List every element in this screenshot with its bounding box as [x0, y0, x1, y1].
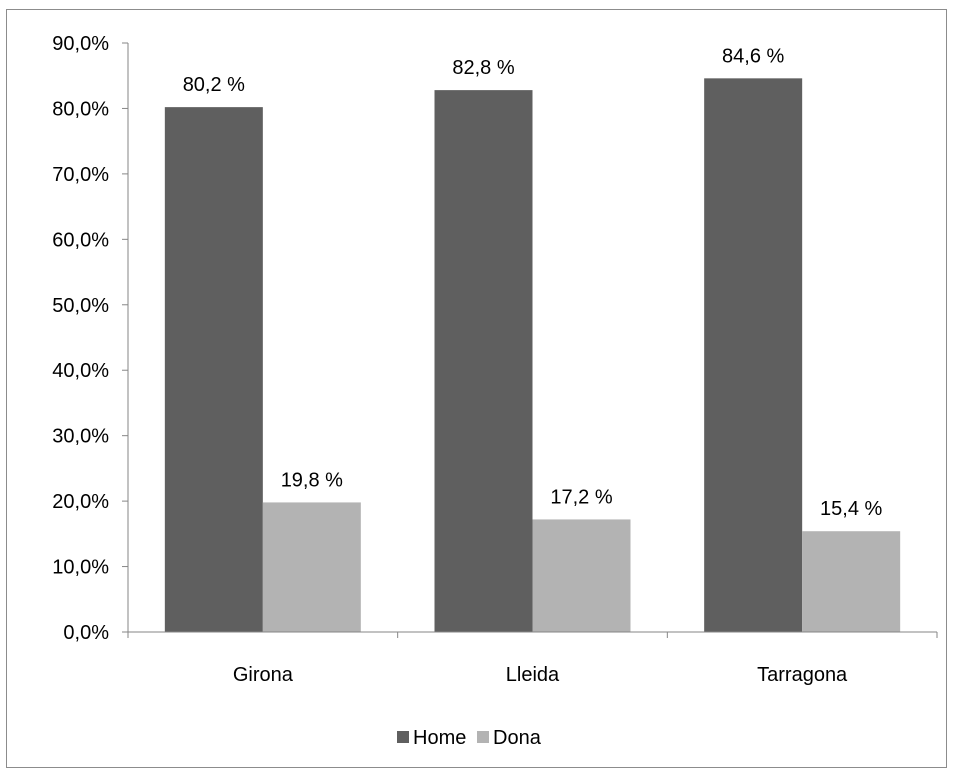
y-tick-label: 20,0%: [52, 491, 109, 513]
y-tick-label: 40,0%: [52, 360, 109, 382]
category-label-lleida: Lleida: [506, 664, 560, 686]
bars: [164, 78, 901, 633]
category-label-tarragona: Tarragona: [757, 664, 848, 686]
data-label: 15,4 %: [820, 498, 882, 520]
legend-swatch-home: [397, 731, 409, 743]
legend-label-dona: Dona: [493, 727, 542, 749]
data-labels: 80,2 % 19,8 % 82,8 % 17,2 % 84,6 % 15,4 %: [183, 45, 883, 520]
y-tick-label: 10,0%: [52, 557, 109, 579]
y-axis: 0,0% 10,0% 20,0% 30,0% 40,0% 50,0% 60,0% 70,0% 8…: [52, 33, 129, 644]
bar-dona-tarragona: [802, 531, 901, 632]
x-axis: Girona Lleida Tarragona: [127, 631, 938, 686]
data-label: 80,2 %: [183, 74, 245, 96]
bar-home-lleida: [434, 90, 533, 633]
legend-swatch-dona: [477, 731, 489, 743]
y-tick-label: 0,0%: [63, 622, 109, 644]
bar-dona-lleida: [532, 519, 631, 632]
y-tick-label: 70,0%: [52, 164, 109, 186]
legend-label-home: Home: [413, 727, 466, 749]
bar-home-tarragona: [704, 78, 803, 633]
data-label: 82,8 %: [452, 57, 514, 79]
y-tick-label: 90,0%: [52, 33, 109, 55]
category-label-girona: Girona: [233, 664, 294, 686]
bar-dona-girona: [262, 502, 361, 632]
y-tick-label: 50,0%: [52, 295, 109, 317]
legend: Home Dona: [397, 727, 542, 749]
data-label: 19,8 %: [281, 469, 343, 491]
data-label: 84,6 %: [722, 45, 784, 67]
y-tick-label: 30,0%: [52, 426, 109, 448]
y-tick-label: 80,0%: [52, 98, 109, 120]
y-tick-label: 60,0%: [52, 229, 109, 251]
data-label: 17,2 %: [550, 486, 612, 508]
bar-home-girona: [164, 107, 263, 632]
